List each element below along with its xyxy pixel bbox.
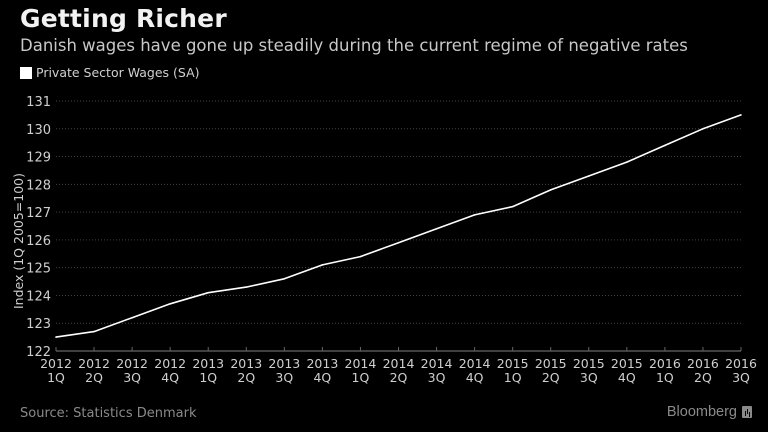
y-tick-label: 130 xyxy=(26,123,51,138)
data-point xyxy=(664,144,666,147)
x-tick-label-quarter: 4Q xyxy=(161,370,179,385)
gridlines xyxy=(56,100,741,324)
x-tick-label-quarter: 2Q xyxy=(542,370,560,385)
chart-title: Getting Richer xyxy=(20,4,227,33)
y-tick-label: 124 xyxy=(26,289,51,304)
data-point xyxy=(131,316,133,319)
x-tick-label-quarter: 1Q xyxy=(199,370,217,385)
data-point xyxy=(169,302,171,305)
y-tick-label: 125 xyxy=(26,262,51,277)
x-tick-label-quarter: 3Q xyxy=(275,370,293,385)
y-tick-label: 127 xyxy=(26,206,51,221)
x-axis-ticks: 20121Q20122Q20123Q20124Q20131Q20132Q2013… xyxy=(40,347,757,385)
bloomberg-terminal-icon xyxy=(742,406,752,418)
data-point xyxy=(283,277,286,280)
data-point xyxy=(321,264,324,266)
y-tick-label: 122 xyxy=(26,345,51,360)
data-point xyxy=(587,175,590,177)
x-tick-label-quarter: 2Q xyxy=(85,370,103,385)
x-tick-label-year: 2012 xyxy=(154,356,186,371)
x-tick-label-year: 2013 xyxy=(230,356,262,371)
y-tick-label: 131 xyxy=(26,95,51,110)
data-point xyxy=(245,286,248,288)
x-tick-label-year: 2012 xyxy=(78,356,110,371)
x-tick-label-year: 2015 xyxy=(611,356,643,371)
x-tick-label-quarter: 3Q xyxy=(732,370,750,385)
brand-logo: Bloomberg xyxy=(667,404,752,420)
y-tick-label: 129 xyxy=(26,151,51,166)
x-tick-label-year: 2015 xyxy=(497,356,529,371)
x-tick-label-quarter: 1Q xyxy=(504,370,522,385)
y-axis-label: Index (1Q 2005=100) xyxy=(11,173,26,309)
data-point xyxy=(626,161,628,163)
x-tick-label-quarter: 2Q xyxy=(694,370,712,385)
data-point xyxy=(549,189,552,191)
series-group xyxy=(55,114,742,338)
data-point xyxy=(93,330,95,333)
chart-subtitle: Danish wages have gone up steadily durin… xyxy=(20,36,688,55)
x-tick-label-year: 2014 xyxy=(421,356,453,371)
y-tick-label: 128 xyxy=(26,178,51,193)
data-point xyxy=(397,241,400,244)
x-tick-label-year: 2015 xyxy=(573,356,605,371)
data-point xyxy=(359,255,362,258)
x-tick-label-year: 2014 xyxy=(345,356,377,371)
x-tick-label-year: 2015 xyxy=(535,356,567,371)
x-tick-label-year: 2012 xyxy=(116,356,148,371)
x-tick-label-quarter: 1Q xyxy=(656,370,674,385)
x-tick-label-year: 2013 xyxy=(268,356,300,371)
x-tick-label-quarter: 2Q xyxy=(237,370,255,385)
x-tick-label-quarter: 3Q xyxy=(428,370,446,385)
legend: Private Sector Wages (SA) xyxy=(20,65,200,80)
x-tick-label-quarter: 4Q xyxy=(466,370,484,385)
x-tick-label-year: 2016 xyxy=(687,356,719,371)
data-point xyxy=(740,114,742,116)
data-point xyxy=(702,127,704,130)
data-point xyxy=(207,291,210,294)
x-tick-label-year: 2016 xyxy=(649,356,681,371)
x-tick-label-year: 2014 xyxy=(383,356,415,371)
y-axis-ticks: 122 123 124 125 126 127 128 129 130 131 xyxy=(26,95,51,360)
legend-label: Private Sector Wages (SA) xyxy=(36,65,200,80)
x-tick-label-year: 2014 xyxy=(459,356,491,371)
data-point xyxy=(55,336,57,338)
x-tick-label-quarter: 1Q xyxy=(352,370,370,385)
x-tick-label-quarter: 3Q xyxy=(580,370,598,385)
data-point xyxy=(435,227,438,230)
x-tick-label-year: 2016 xyxy=(725,356,757,371)
source-note: Source: Statistics Denmark xyxy=(20,406,197,421)
legend-swatch-icon xyxy=(20,66,32,79)
brand-name: Bloomberg xyxy=(666,404,737,420)
x-tick-label-quarter: 1Q xyxy=(47,370,65,385)
y-tick-label: 126 xyxy=(26,234,51,249)
x-tick-label-year: 2013 xyxy=(192,356,224,371)
data-point xyxy=(511,205,514,208)
series-line xyxy=(55,114,742,338)
x-tick-label-quarter: 3Q xyxy=(123,370,141,385)
x-tick-label-quarter: 2Q xyxy=(390,370,408,385)
x-tick-label-quarter: 4Q xyxy=(313,370,331,385)
x-tick-label-year: 2012 xyxy=(40,356,72,371)
x-tick-label-year: 2013 xyxy=(306,356,338,371)
y-tick-label: 123 xyxy=(26,317,51,332)
data-point xyxy=(473,214,476,216)
x-tick-label-quarter: 4Q xyxy=(618,370,636,385)
